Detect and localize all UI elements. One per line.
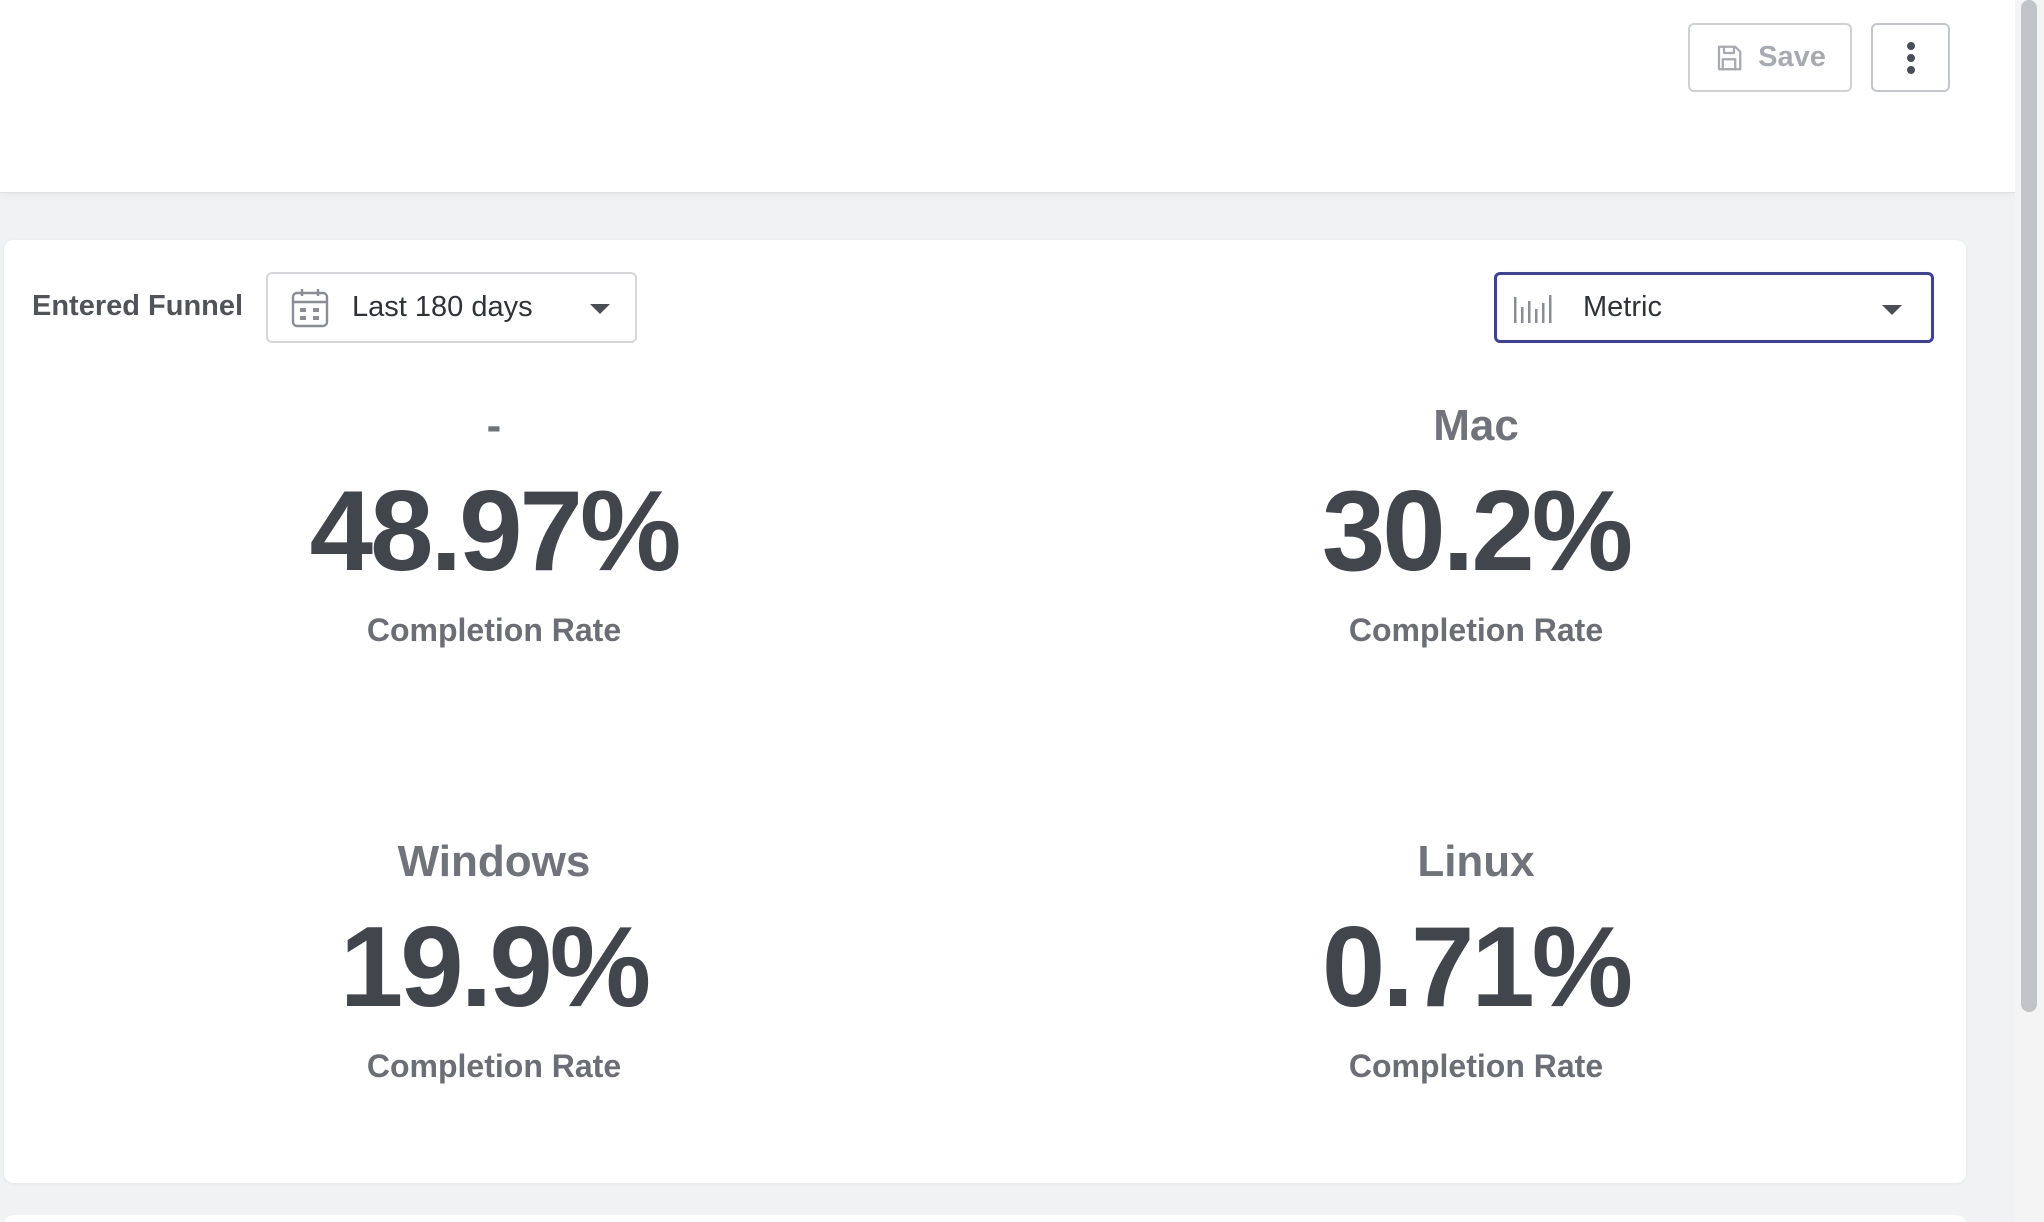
segment-name: Mac xyxy=(1433,401,1519,450)
next-card-edge xyxy=(4,1215,1966,1222)
save-button[interactable]: Save xyxy=(1688,23,1852,92)
segment-name: Linux xyxy=(1417,837,1535,886)
completion-rate-label: Completion Rate xyxy=(1348,612,1604,648)
save-button-label: Save xyxy=(1758,41,1826,73)
completion-rate-value: 19.9% xyxy=(339,904,651,1031)
calendar-icon xyxy=(291,288,329,327)
chevron-down-icon xyxy=(1882,305,1902,315)
completion-rate-label: Completion Rate xyxy=(366,1048,622,1084)
funnel-step-label: Entered Funnel xyxy=(32,290,244,322)
stat-block: Mac 30.2% Completion Rate xyxy=(1176,396,1776,650)
header-bar: Save xyxy=(0,0,2015,193)
date-range-select[interactable]: Last 180 days xyxy=(266,272,637,343)
stat-block: - 48.97% Completion Rate xyxy=(194,396,794,650)
completion-rate-value: 0.71% xyxy=(1321,904,1633,1031)
more-vertical-icon xyxy=(1906,41,1915,74)
stat-block: Windows 19.9% Completion Rate xyxy=(194,832,794,1086)
view-mode-select[interactable]: Metric xyxy=(1494,272,1934,343)
stat-block: Linux 0.71% Completion Rate xyxy=(1176,832,1776,1086)
segment-name: Windows xyxy=(397,837,591,886)
date-range-value: Last 180 days xyxy=(352,291,533,323)
save-icon xyxy=(1718,45,1742,70)
bar-chart-icon xyxy=(1514,294,1552,323)
scrollbar-thumb[interactable] xyxy=(2021,0,2037,1012)
completion-rate-label: Completion Rate xyxy=(366,612,622,648)
funnel-metric-card xyxy=(4,240,1966,1183)
completion-rate-value: 48.97% xyxy=(309,468,682,595)
completion-rate-value: 30.2% xyxy=(1321,468,1633,595)
view-mode-value: Metric xyxy=(1583,291,1662,323)
completion-rate-label: Completion Rate xyxy=(1348,1048,1604,1084)
more-options-button[interactable] xyxy=(1871,23,1950,92)
segment-name: - xyxy=(486,401,502,450)
chevron-down-icon xyxy=(590,304,610,314)
